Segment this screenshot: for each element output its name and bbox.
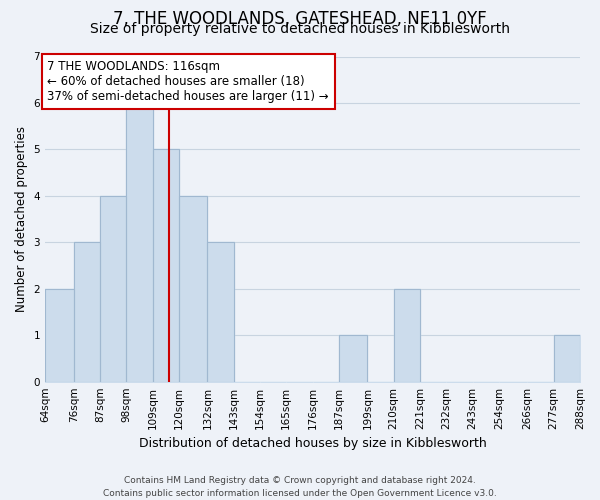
Text: Contains HM Land Registry data © Crown copyright and database right 2024.
Contai: Contains HM Land Registry data © Crown c… xyxy=(103,476,497,498)
X-axis label: Distribution of detached houses by size in Kibblesworth: Distribution of detached houses by size … xyxy=(139,437,487,450)
Y-axis label: Number of detached properties: Number of detached properties xyxy=(15,126,28,312)
Text: Size of property relative to detached houses in Kibblesworth: Size of property relative to detached ho… xyxy=(90,22,510,36)
Text: 7, THE WOODLANDS, GATESHEAD, NE11 0YF: 7, THE WOODLANDS, GATESHEAD, NE11 0YF xyxy=(113,10,487,28)
Text: 7 THE WOODLANDS: 116sqm
← 60% of detached houses are smaller (18)
37% of semi-de: 7 THE WOODLANDS: 116sqm ← 60% of detache… xyxy=(47,60,329,103)
